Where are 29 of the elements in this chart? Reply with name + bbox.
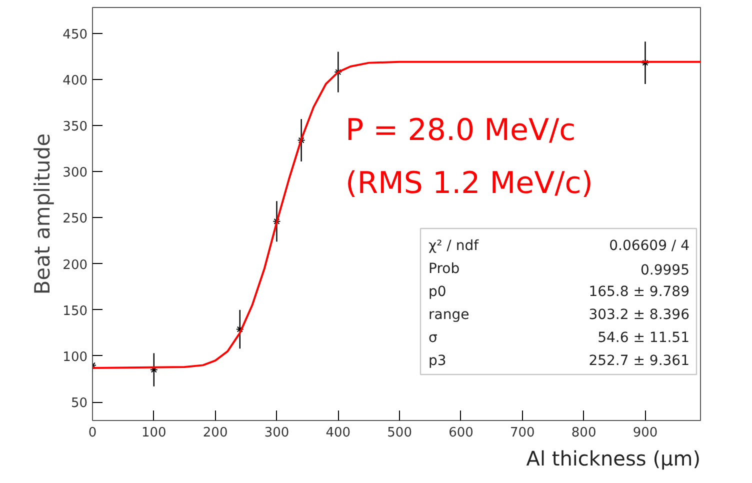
y-tick-label: 300 xyxy=(62,166,88,181)
x-tick-label: 500 xyxy=(387,426,412,440)
y-tick-label: 100 xyxy=(62,350,88,365)
text: p0 165.8 ± 9.789 xyxy=(428,284,690,300)
text: Prob 0.9995 xyxy=(428,261,690,278)
x-tick-label: 300 xyxy=(264,426,290,440)
x-tick-label: 100 xyxy=(142,426,166,440)
text: σ 54.6 ± 11.51 xyxy=(428,330,690,346)
x-axis-title: Al thickness (µm) xyxy=(526,446,701,470)
annotation: P = 28.0 MeV/c xyxy=(346,113,576,148)
x-tick-label: 400 xyxy=(326,426,351,440)
text: χ² / ndf 0.06609 / 4 xyxy=(428,238,690,254)
x-tick-label: 900 xyxy=(632,426,658,440)
y-tick-label: 350 xyxy=(62,120,88,134)
y-tick-label: 450 xyxy=(62,27,88,42)
y-tick-label: 200 xyxy=(62,258,88,273)
y-tick-label: 150 xyxy=(62,304,88,319)
y-tick-label: 250 xyxy=(62,212,88,227)
text: range 303.2 ± 8.396 xyxy=(428,307,690,323)
x-tick-label: 800 xyxy=(571,426,596,440)
x-tick-label: 200 xyxy=(202,426,228,440)
y-axis-title: Beat amplitude xyxy=(30,133,55,295)
x-tick-label: 600 xyxy=(448,426,474,440)
x-tick-label: 700 xyxy=(510,426,535,440)
text: p3 252.7 ± 9.361 xyxy=(428,353,690,369)
y-tick-label: 50 xyxy=(70,396,88,412)
x-tick-label: 0 xyxy=(88,426,97,440)
annotation: (RMS 1.2 MeV/c) xyxy=(346,166,593,201)
y-tick-label: 400 xyxy=(62,73,88,88)
